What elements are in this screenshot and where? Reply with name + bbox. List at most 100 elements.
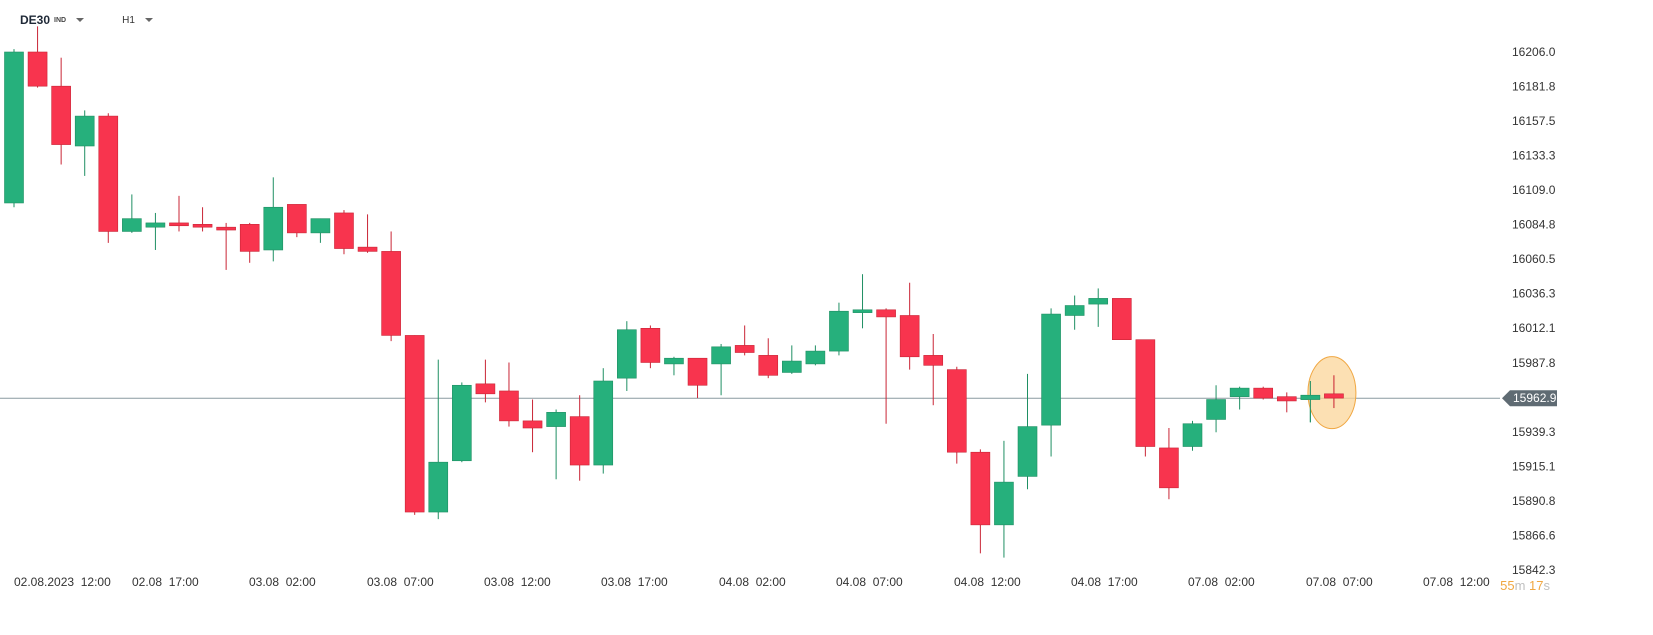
candle[interactable] bbox=[546, 409, 566, 480]
candle[interactable] bbox=[122, 194, 142, 233]
candle[interactable] bbox=[4, 49, 24, 208]
candle[interactable] bbox=[782, 345, 802, 374]
candle[interactable] bbox=[734, 325, 755, 356]
current-price-text: 15962.9 bbox=[1513, 391, 1557, 405]
candle-body-up bbox=[664, 357, 684, 365]
candle[interactable] bbox=[687, 357, 708, 399]
candle[interactable] bbox=[239, 222, 260, 263]
candle[interactable] bbox=[310, 218, 331, 243]
countdown-seconds: 17 bbox=[1529, 578, 1544, 593]
candle[interactable] bbox=[263, 177, 284, 262]
candle-body-down bbox=[404, 335, 425, 513]
candle-body-up bbox=[829, 310, 849, 352]
candle[interactable] bbox=[1182, 420, 1203, 451]
candle-body-down bbox=[569, 416, 590, 466]
timeframe-dropdown-icon[interactable] bbox=[144, 18, 153, 22]
candle[interactable] bbox=[499, 362, 519, 427]
candle-body-down bbox=[169, 222, 189, 227]
candle[interactable] bbox=[640, 325, 661, 369]
x-axis: 02.08.2023 12:00 02.08 17:00 03.08 02:00 03… bbox=[14, 575, 1490, 589]
x-tick-label: 04.08 12:00 bbox=[954, 575, 1021, 589]
candle[interactable] bbox=[287, 204, 307, 238]
x-tick-label: 07.08 12:00 bbox=[1423, 575, 1490, 589]
x-tick-label: 03.08 12:00 bbox=[484, 575, 551, 589]
candle[interactable] bbox=[1041, 308, 1061, 457]
candle[interactable] bbox=[617, 321, 637, 391]
candle[interactable] bbox=[475, 359, 496, 403]
candle-body-up bbox=[1041, 313, 1061, 426]
candle[interactable] bbox=[1088, 288, 1109, 327]
candle-body-down bbox=[51, 85, 71, 145]
symbol-label[interactable]: DE30 bbox=[20, 13, 51, 27]
candle[interactable] bbox=[970, 449, 991, 554]
candle-body-down bbox=[27, 51, 48, 87]
x-tick-label: 03.08 17:00 bbox=[601, 575, 668, 589]
candle[interactable] bbox=[1135, 339, 1156, 457]
candle[interactable] bbox=[1017, 373, 1038, 490]
symbol-dropdown-icon[interactable] bbox=[76, 18, 85, 22]
x-tick-label: 02.08.2023 12:00 bbox=[14, 575, 111, 589]
candle[interactable] bbox=[74, 110, 95, 176]
countdown-minutes: 55 bbox=[1500, 578, 1515, 593]
chart-toolbar: DE30 IND H1 bbox=[20, 10, 153, 30]
candle[interactable] bbox=[98, 113, 119, 243]
candle-body-down bbox=[1135, 339, 1156, 447]
candle[interactable] bbox=[1064, 295, 1085, 330]
countdown-minutes-unit: m bbox=[1514, 578, 1526, 593]
candle[interactable] bbox=[1111, 298, 1132, 340]
candle[interactable] bbox=[899, 282, 920, 370]
candle[interactable] bbox=[452, 382, 472, 463]
candle[interactable] bbox=[404, 335, 425, 515]
candle-body-down bbox=[475, 383, 496, 395]
candle[interactable] bbox=[1276, 392, 1297, 413]
candle-body-down bbox=[946, 369, 967, 453]
candle[interactable] bbox=[1229, 386, 1250, 410]
candle[interactable] bbox=[51, 57, 71, 165]
candle[interactable] bbox=[946, 366, 967, 464]
candle-body-up bbox=[1088, 298, 1109, 305]
candle[interactable] bbox=[1253, 386, 1274, 400]
candle[interactable] bbox=[923, 334, 944, 406]
candle[interactable] bbox=[428, 359, 449, 520]
candle[interactable] bbox=[27, 26, 48, 88]
candle[interactable] bbox=[1159, 428, 1179, 500]
timeframe-label[interactable]: H1 bbox=[122, 14, 135, 26]
candle[interactable] bbox=[192, 207, 213, 232]
candle[interactable] bbox=[1206, 385, 1226, 433]
candle[interactable] bbox=[711, 343, 731, 396]
candle-body-down bbox=[1159, 447, 1179, 489]
candle-body-down bbox=[640, 328, 661, 363]
candle-body-down bbox=[970, 451, 991, 526]
candle[interactable] bbox=[593, 368, 614, 474]
candle[interactable] bbox=[381, 231, 401, 342]
candle[interactable] bbox=[758, 338, 779, 379]
candle[interactable] bbox=[829, 302, 849, 356]
last-candle-highlight bbox=[1307, 356, 1357, 430]
candle[interactable] bbox=[216, 222, 236, 270]
candle-body-up bbox=[428, 461, 449, 513]
candle[interactable] bbox=[357, 214, 378, 253]
candle-body-down bbox=[1111, 298, 1132, 340]
x-tick-label: 07.08 02:00 bbox=[1188, 575, 1255, 589]
y-tick-label: 16133.3 bbox=[1512, 149, 1556, 163]
candle-body-down bbox=[687, 357, 708, 386]
candle-body-up bbox=[122, 218, 142, 232]
candle[interactable] bbox=[145, 212, 166, 250]
candle[interactable] bbox=[664, 356, 684, 376]
candle-countdown: 55m 17s bbox=[1500, 578, 1550, 593]
candle[interactable] bbox=[805, 345, 826, 366]
candle[interactable] bbox=[169, 195, 189, 232]
candle-body-down bbox=[499, 390, 519, 422]
candle[interactable] bbox=[334, 210, 354, 255]
y-tick-label: 16012.1 bbox=[1512, 321, 1556, 335]
candle[interactable] bbox=[876, 308, 896, 424]
countdown-seconds-unit: s bbox=[1543, 578, 1551, 593]
candle[interactable] bbox=[994, 440, 1014, 558]
candles-group[interactable] bbox=[4, 26, 1344, 558]
candle[interactable] bbox=[852, 274, 873, 329]
candle[interactable] bbox=[522, 399, 543, 453]
candle-body-down bbox=[334, 212, 354, 249]
candle[interactable] bbox=[569, 395, 590, 481]
